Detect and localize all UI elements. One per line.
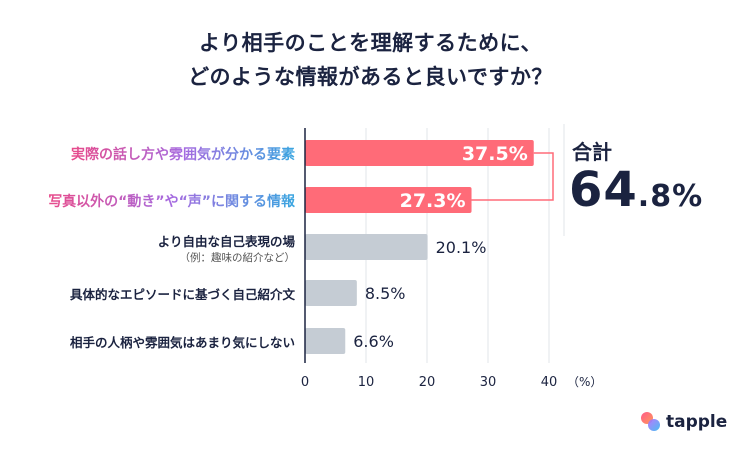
value-label: 37.5% [462, 143, 528, 165]
total-value: 64.8% [569, 162, 703, 218]
total-bracket [471, 152, 554, 201]
bar [305, 328, 346, 354]
category-label: 実際の話し方や雰囲気が分かる要素 [71, 144, 295, 164]
chart-title: より相手のことを理解するために、 どのような情報があると良いですか？ [0, 26, 741, 94]
category-label: より自由な自己表現の場 （例：趣味の紹介など） [158, 231, 295, 265]
x-unit-label: （%） [567, 375, 602, 389]
category-label: 写真以外の“動き”や“声”に関する情報 [48, 191, 295, 211]
category-label: 具体的なエピソードに基づく自己紹介文 [70, 284, 295, 303]
total-label: 合計 [572, 140, 612, 164]
value-label: 27.3% [400, 190, 466, 212]
tapple-logo: tapple [641, 412, 727, 432]
logo-text: tapple [666, 412, 728, 432]
x-tick-label: 20 [419, 375, 436, 390]
bar [305, 234, 428, 260]
bar [305, 140, 534, 166]
x-tick-label: 0 [301, 375, 309, 390]
category-label-text: 相手の人柄や雰囲気はあまり気にしない [69, 335, 295, 350]
category-label-text: 具体的なエピソードに基づく自己紹介文 [69, 287, 295, 302]
x-tick-label: 30 [480, 375, 497, 390]
title-line-1: より相手のことを理解するために、 [199, 31, 542, 55]
bar [305, 280, 357, 306]
value-label: 20.1% [436, 238, 487, 257]
category-label-text: より自由な自己表現の場 [157, 234, 295, 249]
total-value-dec: .8% [637, 179, 704, 214]
x-tick-label: 40 [541, 375, 558, 390]
category-label-text: 写真以外の“動き”や“声”に関する情報 [48, 191, 295, 211]
title-line-2: どのような情報があると良いですか？ [188, 65, 553, 89]
value-label: 6.6% [353, 332, 394, 351]
category-label: 相手の人柄や雰囲気はあまり気にしない [70, 332, 295, 351]
logo-mark-icon [641, 412, 661, 432]
value-label: 8.5% [365, 284, 406, 303]
category-label-text: 実際の話し方や雰囲気が分かる要素 [71, 144, 295, 164]
total-value-int: 64 [569, 162, 638, 218]
bar [305, 187, 472, 213]
x-tick-label: 10 [358, 375, 375, 390]
category-sublabel: （例：趣味の紹介など） [179, 252, 296, 264]
